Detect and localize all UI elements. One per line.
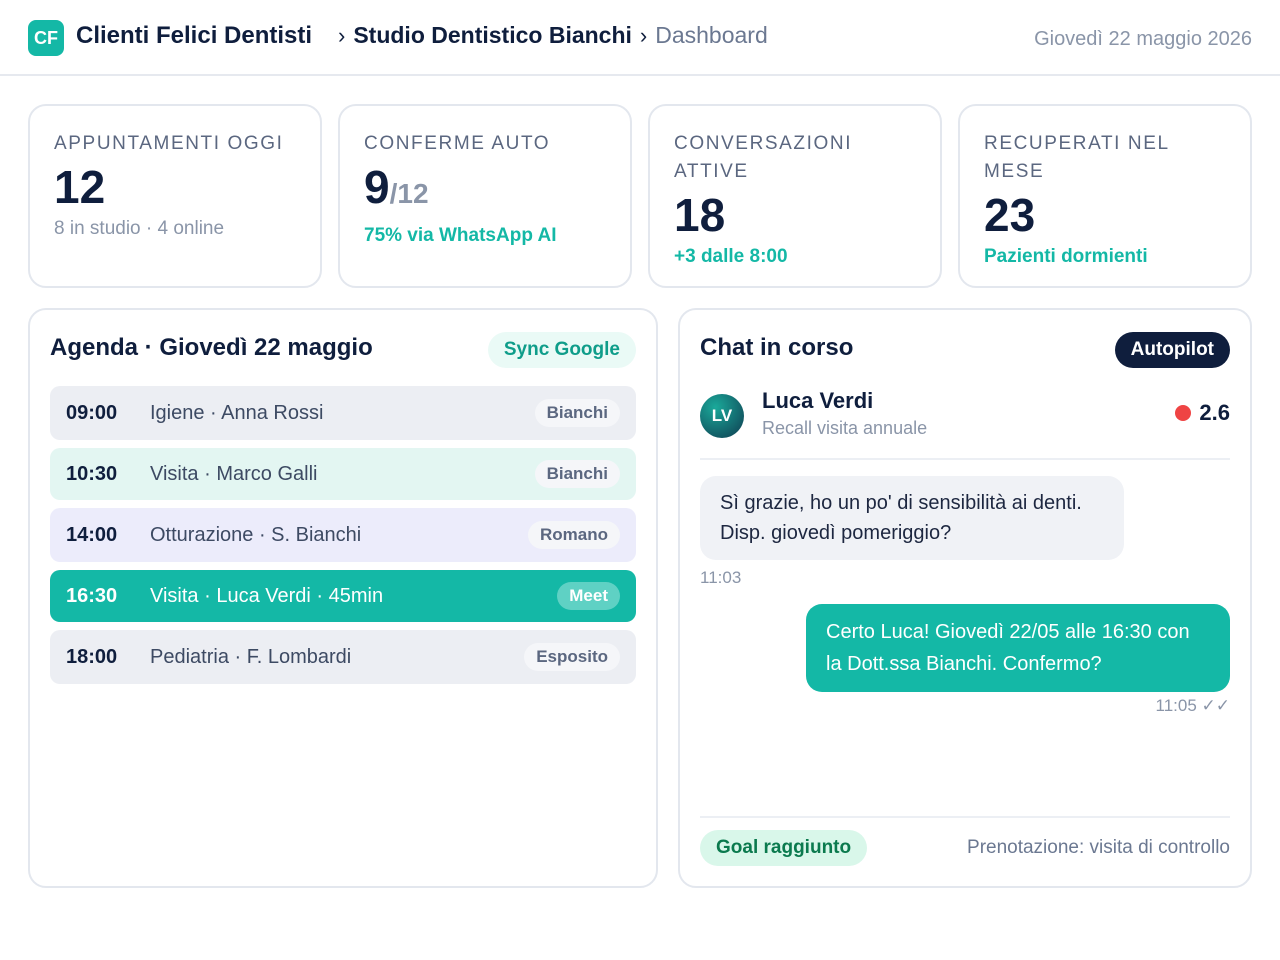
message-time-read: 11:05 ✓✓ [1155, 696, 1231, 715]
stat-value: 9/12 [364, 160, 606, 221]
stat-value: 18 [674, 189, 726, 241]
app-logo[interactable]: CF [28, 20, 64, 56]
slot-time: 14:00 [66, 523, 118, 546]
slot-description: Otturazione · S. Bianchi [150, 523, 362, 546]
agenda-panel: Agenda · Giovedì 22 maggio Sync Google 0… [28, 308, 658, 888]
agenda-slot[interactable]: 18:00 Pediatria · F. Lombardi Esposito [50, 630, 636, 684]
stat-value-number: 9 [364, 161, 390, 213]
slot-description: Visita · Luca Verdi · 45min [150, 584, 384, 607]
stat-sub: +3 dalle 8:00 [674, 246, 788, 267]
contact-name[interactable]: Luca Verdi [762, 388, 874, 413]
stat-card-recuperati: RECUPERATI NEL MESE 23 Pazienti dormient… [958, 104, 1252, 288]
contact-subtitle: Recall visita annuale [762, 418, 928, 438]
message-time: 11:03 [700, 568, 742, 587]
stat-card-appuntamenti: APPUNTAMENTI OGGI 12 8 in studio · 4 onl… [28, 104, 322, 288]
breadcrumb-studio[interactable]: Studio Dentistico Bianchi [353, 22, 632, 48]
stat-card-conversazioni: CONVERSAZIONI ATTIVE 18 +3 dalle 8:00 [648, 104, 942, 288]
slot-tag: Romano [528, 521, 620, 549]
slot-tag: Bianchi [534, 399, 620, 427]
stat-card-conferme: CONFERME AUTO 9/12 75% via WhatsApp AI [338, 104, 632, 288]
message-incoming: Sì grazie, ho un po' di sensibilità ai d… [700, 476, 1124, 560]
sync-google-button[interactable]: Sync Google [487, 332, 636, 368]
booking-outcome: Prenotazione: visita di controllo [967, 837, 1230, 858]
agenda-slot[interactable]: 14:00 Otturazione · S. Bianchi Romano [50, 508, 636, 562]
meet-badge[interactable]: Meet [557, 582, 620, 610]
agenda-title: Agenda · Giovedì 22 maggio [50, 334, 373, 361]
chevron-right-icon: › [639, 22, 648, 48]
contact-score: 2.6 [1175, 400, 1230, 426]
score-value: 2.6 [1199, 400, 1230, 425]
stat-value: 23 [984, 189, 1036, 241]
autopilot-toggle[interactable]: Autopilot [1114, 332, 1230, 368]
slot-description: Pediatria · F. Lombardi [150, 645, 352, 668]
status-dot-icon [1175, 405, 1192, 421]
agenda-slot[interactable]: 10:30 Visita · Marco Galli Bianchi [50, 448, 636, 500]
stat-label: CONFERME AUTO [364, 133, 551, 154]
chat-title: Chat in corso [700, 334, 854, 361]
slot-time: 16:30 [66, 584, 118, 607]
slot-tag: Esposito [524, 643, 620, 671]
avatar: LV [700, 394, 744, 438]
breadcrumb: › Studio Dentistico Bianchi › Dashboard [338, 22, 768, 49]
top-bar: CF Clienti Felici Dentisti › Studio Dent… [0, 0, 1280, 76]
slot-tag: Bianchi [534, 460, 620, 488]
slot-description: Visita · Marco Galli [150, 462, 318, 485]
stat-sub: 75% via WhatsApp AI [364, 225, 557, 246]
agenda-slot-selected[interactable]: 16:30 Visita · Luca Verdi · 45min Meet [50, 570, 636, 622]
stat-label: APPUNTAMENTI OGGI [54, 133, 284, 154]
divider [700, 816, 1230, 818]
slot-time: 10:30 [66, 462, 118, 485]
agenda-slot[interactable]: 09:00 Igiene · Anna Rossi Bianchi [50, 386, 636, 440]
slot-time: 18:00 [66, 645, 118, 668]
stat-value: 12 [54, 161, 106, 213]
message-outgoing: Certo Luca! Giovedì 22/05 alle 16:30 con… [806, 604, 1230, 692]
slot-description: Igiene · Anna Rossi [150, 401, 324, 424]
stat-label: RECUPERATI NEL MESE [984, 133, 1169, 182]
goal-badge: Goal raggiunto [700, 830, 868, 866]
stat-sub: Pazienti dormienti [984, 246, 1148, 267]
current-date: Giovedì 22 maggio 2026 [1034, 28, 1252, 50]
stat-value-denominator: /12 [389, 178, 429, 209]
chat-panel: Chat in corso Autopilot LV Luca Verdi Re… [678, 308, 1252, 888]
brand-name[interactable]: Clienti Felici Dentisti [76, 22, 313, 49]
stat-sub: 8 in studio · 4 online [54, 218, 225, 239]
breadcrumb-current-page: Dashboard [655, 22, 768, 48]
slot-time: 09:00 [66, 401, 118, 424]
chevron-right-icon: › [338, 22, 346, 48]
stat-label: CONVERSAZIONI ATTIVE [674, 133, 853, 182]
divider [700, 458, 1230, 460]
